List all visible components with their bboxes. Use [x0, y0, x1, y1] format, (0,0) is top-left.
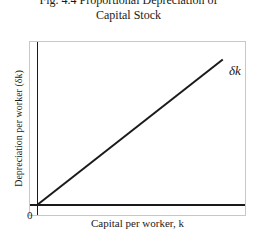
svg-text:δk: δk — [229, 63, 241, 78]
svg-text:0: 0 — [27, 209, 33, 221]
svg-text:Depreciation per worker (δk): Depreciation per worker (δk) — [13, 70, 25, 187]
svg-text:Capital per worker, k: Capital per worker, k — [91, 217, 185, 229]
svg-text:Fig. 4.4 Proportional Deprecia: Fig. 4.4 Proportional Depreciation ofCap… — [40, 0, 218, 22]
